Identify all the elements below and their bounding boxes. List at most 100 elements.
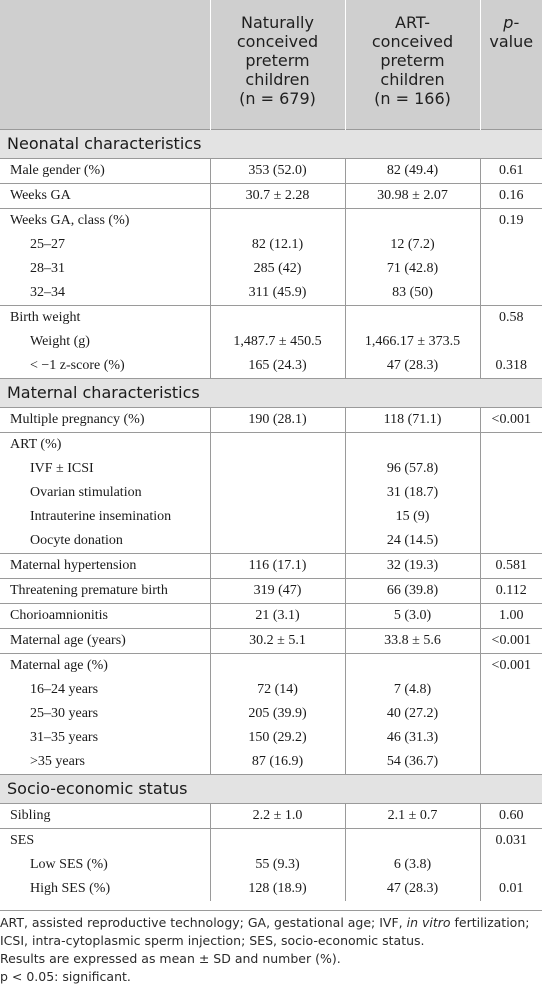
natural-value: 55 (9.3)	[209, 852, 345, 877]
row-label: High SES (%)	[30, 880, 111, 896]
row-label: 25–27	[30, 236, 65, 252]
natural-value: 150 (29.2)	[209, 725, 345, 750]
row-label: Maternal hypertension	[0, 552, 210, 578]
row-label: Low SES (%)	[30, 856, 108, 872]
p-value: 0.19	[479, 207, 542, 233]
natural-value: 205 (39.9)	[209, 701, 345, 726]
p-value	[479, 280, 542, 305]
header-art-n: (n = 166)	[374, 89, 451, 108]
natural-value	[209, 827, 345, 853]
header-art-l1: ART-	[395, 13, 430, 32]
art-value: 12 (7.2)	[344, 232, 480, 257]
art-value	[344, 652, 480, 678]
art-value: 82 (49.4)	[344, 158, 480, 183]
footnote-significance: p < 0.05: significant.	[0, 969, 131, 984]
header-pvalue: p- value	[479, 0, 542, 129]
row-label: 31–35 years	[30, 729, 99, 745]
p-value	[479, 725, 542, 750]
section-title: Neonatal characteristics	[0, 128, 542, 159]
table-row-m35: >35 years 87 (16.9) 54 (36.7)	[0, 749, 542, 774]
art-value: 54 (36.7)	[344, 749, 480, 774]
p-value: 0.318	[479, 353, 542, 378]
natural-value	[209, 652, 345, 678]
p-value	[479, 749, 542, 774]
natural-value: 87 (16.9)	[209, 749, 345, 774]
footnote-abbrev: ART, assisted reproductive technology; G…	[0, 914, 542, 950]
header-art-l3: preterm	[380, 51, 445, 70]
table-row-oocyte: Oocyte donation 24 (14.5)	[0, 528, 542, 553]
table-row-m16: 16–24 years 72 (14) 7 (4.8)	[0, 677, 542, 702]
header-blank	[0, 0, 210, 129]
section-title: Socio-economic status	[0, 773, 542, 804]
art-value: 118 (71.1)	[344, 407, 480, 432]
footnote-abbrev-b: fertilization; ICSI, intra-cytoplasmic s…	[0, 915, 530, 948]
row-label: Oocyte donation	[30, 532, 123, 548]
art-value: 66 (39.8)	[344, 577, 480, 603]
table-row-mage: Maternal age (years) 30.2 ± 5.1 33.8 ± 5.6…	[0, 627, 542, 653]
header-natural-l2: conceived	[236, 32, 319, 51]
p-value	[479, 329, 542, 354]
art-value: 40 (27.2)	[344, 701, 480, 726]
natural-value: 353 (52.0)	[209, 158, 345, 183]
natural-value: 2.2 ± 1.0	[209, 803, 345, 828]
p-value	[479, 852, 542, 877]
table-row-intra: Intrauterine insemination 15 (9)	[0, 504, 542, 529]
row-label: Maternal age (%)	[0, 652, 210, 678]
p-value: <0.001	[479, 652, 542, 678]
art-value: 83 (50)	[344, 280, 480, 305]
row-label: Male gender (%)	[10, 162, 105, 178]
table-row-ga_25: 25–27 82 (12.1) 12 (7.2)	[0, 232, 542, 257]
art-value: 15 (9)	[344, 504, 480, 529]
table-row-sib: Sibling 2.2 ± 1.0 2.1 ± 0.7 0.60	[0, 803, 542, 828]
row-label: 25–30 years	[30, 705, 99, 721]
header-art: ART- conceived preterm children (n = 166…	[344, 0, 480, 129]
table-row-ga_28: 28–31 285 (42) 71 (42.8)	[0, 256, 542, 281]
natural-value: 285 (42)	[209, 256, 345, 281]
table-footnote: ART, assisted reproductive technology; G…	[0, 910, 542, 986]
art-value	[344, 304, 480, 330]
art-value: 24 (14.5)	[344, 528, 480, 553]
row-label: Maternal age (years)	[0, 627, 210, 653]
footnote-abbrev-a: ART, assisted reproductive technology; G…	[0, 915, 407, 930]
p-value	[479, 528, 542, 553]
art-value: 31 (18.7)	[344, 480, 480, 505]
row-label: ART (%)	[0, 431, 210, 457]
row-label: Weeks GA, class (%)	[0, 207, 210, 233]
art-value: 32 (19.3)	[344, 552, 480, 578]
art-value: 30.98 ± 2.07	[344, 182, 480, 208]
table-row-chorio: Chorioamnionitis 21 (3.1) 5 (3.0) 1.00	[0, 602, 542, 628]
p-value	[479, 480, 542, 505]
table-row-weeks_class: Weeks GA, class (%) 0.19	[0, 207, 542, 233]
header-natural: Naturally conceived preterm children (n …	[209, 0, 345, 129]
row-label: Weeks GA	[0, 182, 210, 208]
table-row-ovar: Ovarian stimulation 31 (18.7)	[0, 480, 542, 505]
row-label: Ovarian stimulation	[30, 484, 142, 500]
section-header-socio: Socio-economic status	[0, 773, 542, 804]
table-row-ses: SES 0.031	[0, 827, 542, 853]
natural-value: 128 (18.9)	[209, 876, 345, 901]
row-label: 28–31	[30, 260, 65, 276]
natural-value	[209, 480, 345, 505]
art-value: 47 (28.3)	[344, 876, 480, 901]
natural-value: 311 (45.9)	[209, 280, 345, 305]
natural-value: 1,487.7 ± 450.5	[209, 329, 345, 354]
p-value: 0.112	[479, 577, 542, 603]
table-row-threat: Threatening premature birth 319 (47) 66 (3…	[0, 577, 542, 603]
art-value: 71 (42.8)	[344, 256, 480, 281]
p-value	[479, 256, 542, 281]
row-label: Birth weight	[0, 304, 210, 330]
p-value: 0.031	[479, 827, 542, 853]
natural-value	[209, 431, 345, 457]
table-row-bw: Birth weight 0.58	[0, 304, 542, 330]
header-art-l2: conceived	[371, 32, 454, 51]
p-value	[479, 504, 542, 529]
p-value: 0.60	[479, 803, 542, 828]
natural-value	[209, 304, 345, 330]
art-value: 6 (3.8)	[344, 852, 480, 877]
natural-value	[209, 504, 345, 529]
table-row-bw_z: < −1 z-score (%) 165 (24.3) 47 (28.3) 0.318	[0, 353, 542, 378]
row-label: < −1 z-score (%)	[30, 357, 125, 373]
natural-value: 21 (3.1)	[209, 602, 345, 628]
row-label: 16–24 years	[30, 681, 99, 697]
row-label: Sibling	[10, 807, 51, 823]
